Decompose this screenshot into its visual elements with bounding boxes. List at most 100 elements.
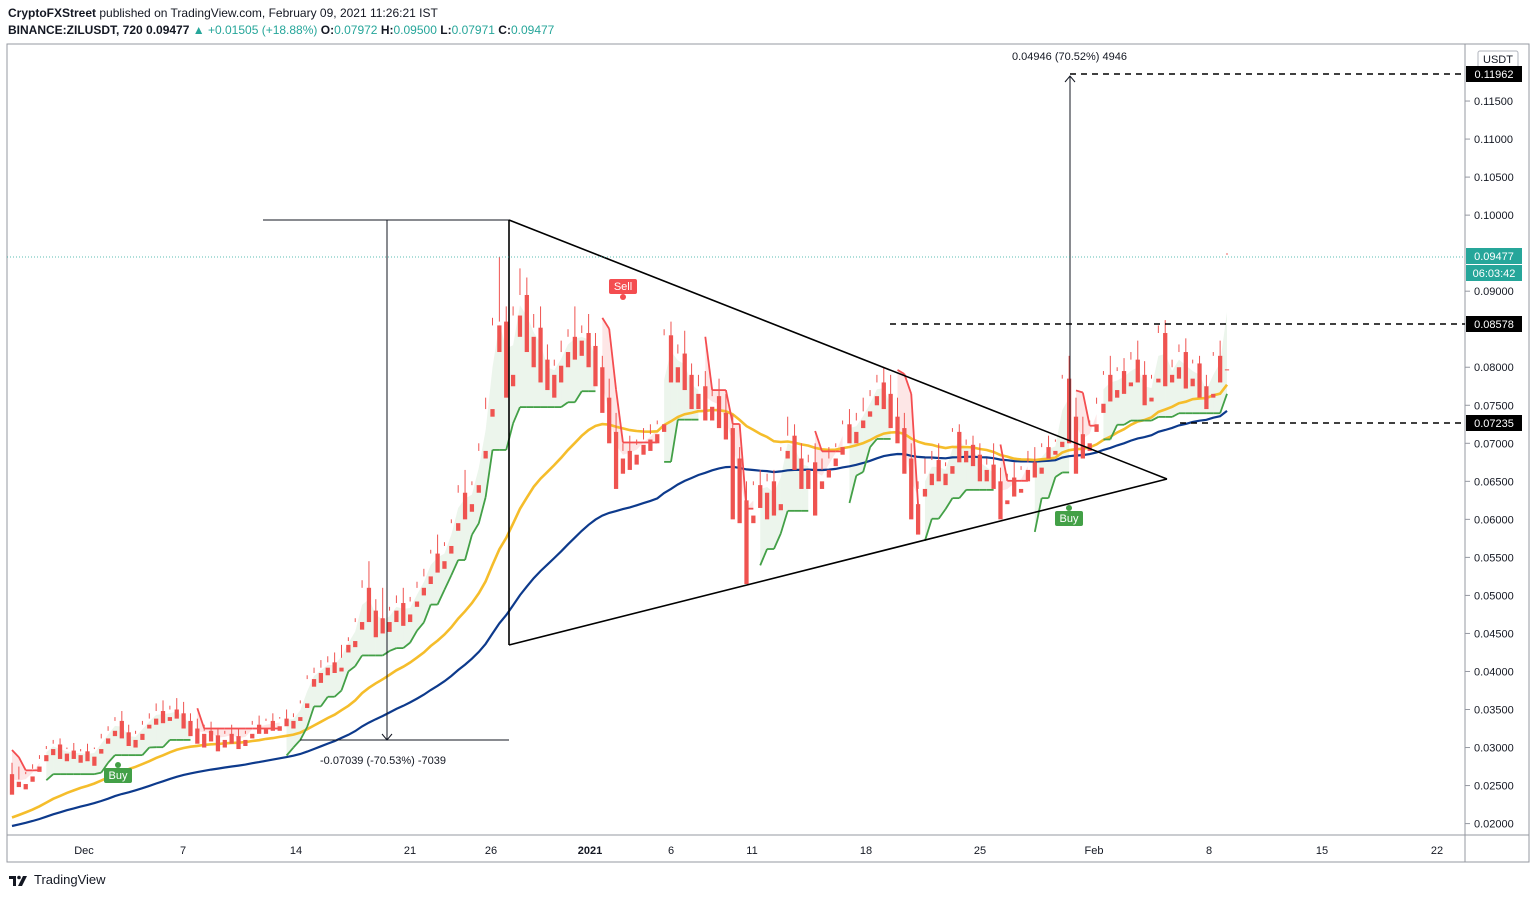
sell-marker[interactable]: Sell — [609, 279, 637, 300]
candle-body — [16, 781, 21, 788]
candle-body — [154, 718, 159, 725]
trail-down-segment — [897, 369, 905, 375]
candle-body — [730, 428, 735, 520]
symbol-label[interactable]: BINANCE:ZILUSDT, 720 — [8, 23, 143, 37]
candle-body — [929, 473, 934, 486]
candle-body — [23, 784, 28, 790]
trail-up-segment — [477, 496, 487, 524]
candle-down — [277, 717, 282, 731]
trail-fill-segment — [355, 604, 363, 667]
candle-body — [78, 755, 83, 763]
candle-down — [442, 542, 447, 569]
candle-down — [1176, 344, 1182, 379]
candle-body — [126, 732, 131, 747]
candle-body — [1204, 386, 1209, 410]
candle-body — [1149, 397, 1154, 402]
candle-down — [346, 637, 351, 653]
candle-body — [174, 709, 179, 719]
candle-down — [37, 755, 42, 772]
resistance-price-label: 0.08578 — [1474, 319, 1514, 331]
candle-down — [414, 581, 420, 607]
buy-marker-1[interactable]: Buy — [104, 762, 132, 783]
candle-down — [1032, 447, 1037, 478]
trail-up-segment — [382, 650, 391, 657]
trail-down-segment — [999, 444, 1009, 481]
candle-down — [730, 414, 735, 520]
candle-body — [600, 367, 605, 413]
x-tick-label: 14 — [290, 845, 302, 857]
candle-body — [737, 458, 742, 524]
candle-down — [373, 599, 378, 638]
candle-down — [593, 333, 598, 387]
trail-fill-segment — [341, 642, 349, 691]
measure-down-tool[interactable] — [263, 219, 509, 741]
candle-down — [353, 618, 358, 648]
candle-down — [1163, 320, 1168, 387]
candle-body — [1156, 378, 1161, 383]
candle-body — [984, 469, 989, 482]
trail-up-segment — [958, 489, 967, 499]
candle-body — [119, 720, 124, 739]
chart-header: CryptoFXStreet published on TradingView.… — [8, 5, 554, 39]
trail-up-segment — [855, 471, 864, 477]
candle-body — [970, 444, 976, 467]
candle-body — [236, 736, 241, 750]
target-price-tag — [1466, 66, 1522, 82]
candle-body — [764, 492, 770, 520]
candle-body — [504, 321, 509, 398]
price-axis[interactable]: 0.11500 0.11000 0.10500 0.10000 0.09000 0.080… — [1465, 96, 1514, 831]
candle-body — [1218, 355, 1223, 383]
y-tick-label: 0.10000 — [1474, 210, 1514, 222]
candle-body — [1066, 378, 1072, 444]
candle-down — [51, 739, 56, 756]
trail-up-segment — [1047, 476, 1057, 499]
candle-body — [243, 739, 248, 747]
candle-body — [456, 523, 461, 531]
candle-body — [1108, 374, 1113, 402]
candle-body — [641, 444, 646, 455]
buy-marker-2[interactable]: Buy — [1055, 505, 1083, 526]
candle-body — [1039, 467, 1044, 474]
candle-down — [105, 726, 111, 744]
candle-down — [840, 420, 845, 455]
trail-fill-segment — [471, 468, 479, 535]
candle-down — [758, 469, 763, 508]
candle-body — [710, 406, 715, 421]
triangle-pattern[interactable] — [508, 219, 1168, 646]
trail-fill-segment — [1089, 414, 1097, 434]
open-label: O: — [320, 23, 335, 37]
trail-up-segment — [292, 739, 301, 749]
candle-body — [160, 711, 166, 724]
candle-body — [449, 545, 454, 554]
time-axis[interactable]: Dec 7 14 21 26 2021 6 11 18 25 Feb 8 15 22 — [74, 845, 1443, 857]
candle-down — [1183, 338, 1188, 389]
candle-body — [922, 488, 928, 497]
candle-down — [915, 481, 921, 535]
trail-fill-segment — [245, 728, 253, 737]
trail-up-segment — [285, 746, 295, 757]
publisher-name[interactable]: CryptoFXStreet — [8, 6, 97, 20]
candle-body — [1211, 393, 1216, 398]
candle-body — [792, 435, 797, 470]
tradingview-footer[interactable]: TradingView — [8, 872, 106, 887]
candle-body — [37, 766, 42, 772]
trail-down-segment — [704, 336, 714, 391]
tradingview-logo-icon — [9, 875, 27, 886]
trail-up-segment — [306, 706, 315, 728]
candle-down — [1025, 450, 1031, 482]
candle-down — [421, 568, 426, 596]
candle-body — [1163, 333, 1168, 387]
trail-down-segment — [601, 317, 610, 330]
candle-body — [1169, 374, 1175, 383]
trail-down-segment — [18, 756, 27, 771]
candle-body — [593, 345, 598, 387]
candle-down — [675, 344, 680, 383]
candle-down — [661, 329, 667, 432]
x-tick-label: 25 — [974, 845, 986, 857]
resistance-price-tag — [1466, 316, 1522, 332]
candle-body — [435, 553, 440, 573]
candle-down — [469, 481, 475, 512]
candle-down — [634, 439, 639, 465]
measure-up-tool[interactable] — [1064, 75, 1076, 440]
